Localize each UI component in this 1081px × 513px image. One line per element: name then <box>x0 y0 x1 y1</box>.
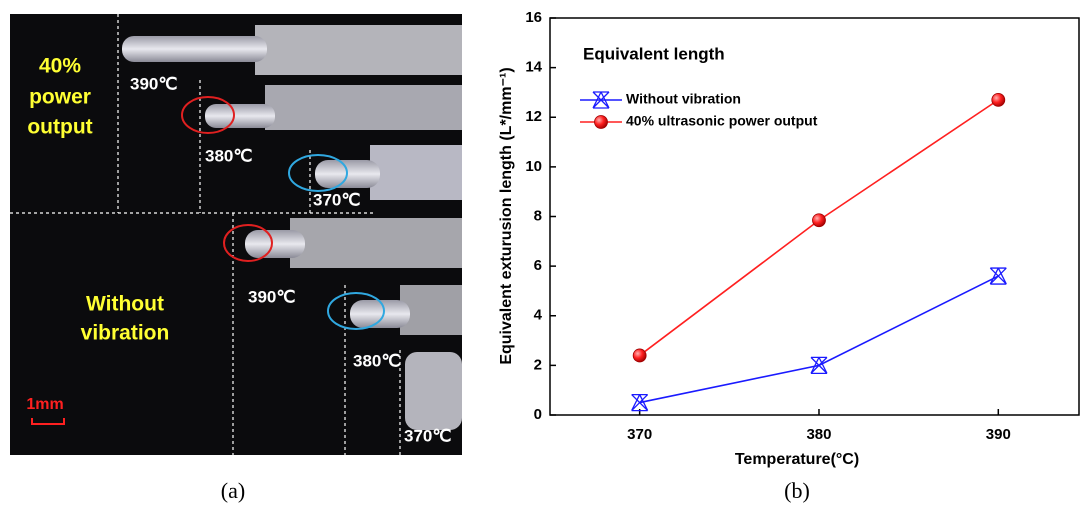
temp-label: 390℃ <box>248 287 295 306</box>
photo-label: 40% <box>39 55 81 78</box>
marker <box>989 267 1007 285</box>
chart-title: Equivalent length <box>583 44 725 63</box>
marker-shape <box>810 356 828 375</box>
y-tick-label: 2 <box>534 356 542 373</box>
x-axis-label: Temperature(°C) <box>735 451 859 468</box>
x-tick-label: 370 <box>627 426 652 443</box>
y-tick-label: 16 <box>525 9 542 26</box>
temp-label: 370℃ <box>404 426 451 445</box>
caption: (a) <box>221 478 245 503</box>
legend-label: 40% ultrasonic power output <box>626 113 818 129</box>
y-tick-label: 10 <box>525 158 542 175</box>
caption: (b) <box>784 478 810 503</box>
y-tick-label: 8 <box>534 207 542 224</box>
y-tick-label: 6 <box>534 257 542 274</box>
photo-label: power <box>29 86 91 109</box>
temp-label: 390℃ <box>130 74 177 93</box>
temp-label: 380℃ <box>205 146 252 165</box>
temp-label: 370℃ <box>313 190 360 209</box>
marker-shape <box>631 393 649 412</box>
y-tick-label: 0 <box>534 406 542 423</box>
marker <box>632 348 647 363</box>
marker-shape <box>592 91 610 109</box>
y-tick-label: 14 <box>525 59 542 76</box>
marker-shape <box>989 267 1007 285</box>
y-tick-label: 12 <box>525 108 542 125</box>
marker <box>631 393 649 412</box>
marker <box>810 356 828 375</box>
photo: 40% power output Without vibration 390℃ … <box>10 14 462 455</box>
marker <box>812 213 826 228</box>
marker <box>991 92 1006 107</box>
y-tick-label: 4 <box>534 307 543 324</box>
x-tick-label: 390 <box>986 426 1011 443</box>
temp-label: 380℃ <box>353 351 400 370</box>
legend-label: Without vibration <box>626 91 741 107</box>
photo-label: vibration <box>81 322 170 345</box>
photo-label: Without <box>86 293 164 316</box>
photo-label: output <box>27 116 92 139</box>
x-tick-label: 380 <box>806 426 831 443</box>
marker <box>592 91 610 109</box>
marker <box>594 115 608 129</box>
series-line <box>639 275 999 404</box>
y-axis-label: Equivalent exturusion length (L*/mm⁻¹) <box>498 67 515 364</box>
series-line <box>639 99 999 357</box>
scale-label: 1mm <box>26 396 63 413</box>
